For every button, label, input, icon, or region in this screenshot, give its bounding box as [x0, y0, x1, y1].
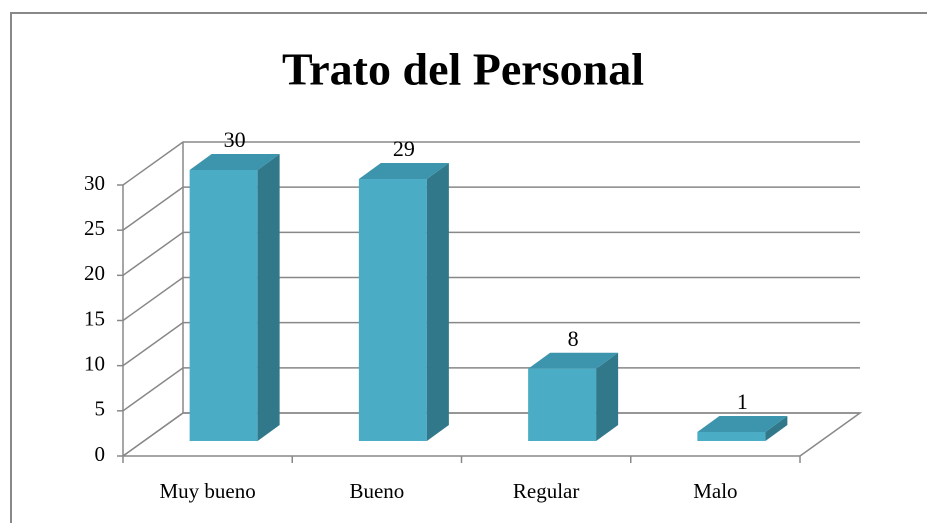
y-tick-label: 10 [84, 351, 105, 375]
bar-side [596, 352, 619, 441]
grid-line [122, 276, 860, 322]
bar-top [528, 352, 619, 369]
y-tick-label: 0 [95, 442, 106, 466]
y-tick-label: 30 [84, 171, 105, 195]
y-tick-label: 5 [95, 397, 106, 421]
y-tick-label: 20 [84, 261, 105, 285]
grid-line [122, 231, 860, 276]
x-tick-label: Malo [693, 479, 737, 503]
x-tick-label: Bueno [349, 479, 404, 503]
value-label: 29 [393, 136, 415, 161]
bar-side [426, 163, 449, 442]
value-label: 30 [224, 127, 246, 152]
bar [189, 170, 258, 441]
y-tick-label: 15 [84, 306, 105, 330]
x-tick-label: Muy bueno [160, 479, 256, 503]
value-label: 8 [568, 326, 579, 351]
grid-line [122, 321, 860, 367]
x-tick-label: Regular [513, 479, 579, 503]
grid-line [122, 141, 860, 186]
grid-line [122, 367, 860, 412]
bar-side [257, 154, 280, 441]
bar [697, 431, 766, 441]
grid-line [122, 186, 860, 231]
bar [528, 368, 597, 441]
bar-side [765, 415, 788, 441]
value-label: 1 [737, 389, 748, 414]
grid-line [122, 412, 860, 457]
y-tick-label: 25 [84, 216, 105, 240]
chart-frame [10, 12, 927, 523]
bar-top [358, 163, 449, 180]
bar [358, 179, 427, 442]
bar-top [189, 154, 280, 170]
bar-top [697, 415, 788, 432]
chart-title: Trato del Personal [282, 44, 644, 95]
